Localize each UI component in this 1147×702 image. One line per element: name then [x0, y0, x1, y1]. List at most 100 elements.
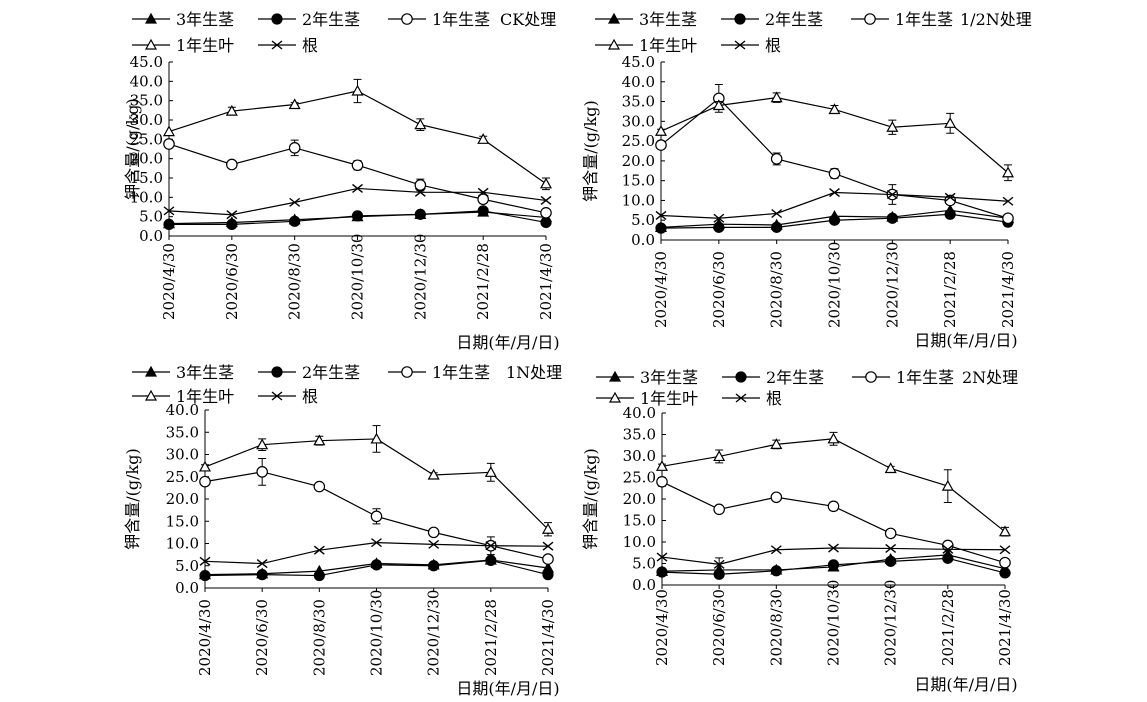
series-2: [656, 552, 1011, 580]
y-tick-label: 10.0: [166, 535, 199, 553]
y-tick-label: 20.0: [622, 152, 655, 170]
y-tick-label: 20.0: [166, 490, 199, 508]
legend-marker: [734, 40, 746, 50]
legend-marker: [608, 391, 622, 403]
data-point: [352, 183, 363, 193]
data-point: [427, 468, 440, 480]
data-point: [414, 208, 426, 220]
data-point: [944, 208, 956, 220]
data-point: [999, 556, 1011, 569]
data-point: [288, 142, 301, 154]
legend-marker: [607, 38, 621, 50]
data-point: [828, 103, 841, 115]
y-tick-label: 30.0: [166, 446, 199, 464]
data-point: [313, 434, 326, 446]
data-point: [655, 210, 667, 221]
legend-label: 2年生茎: [766, 368, 824, 387]
x-tick-label: 2020/10/30: [349, 234, 367, 320]
chart-panel-1n: 0.0 5.0 10.0 15.0 20.0 25.0 30.0 35.0 40.0 2020/4…: [123, 363, 562, 698]
series-line: [168, 143, 547, 214]
x-tick-label: 2020/12/30: [425, 590, 443, 676]
y-axis-title: 钾含量/(g/kg): [581, 100, 600, 201]
y-tick-label: 0.0: [632, 576, 656, 594]
data-point: [313, 545, 325, 555]
y-tick-label: 35.0: [623, 426, 656, 444]
series-4: [655, 431, 1012, 537]
data-point: [370, 432, 383, 444]
data-point: [998, 525, 1012, 537]
x-tick-label: 2020/12/30: [882, 580, 900, 666]
data-point: [884, 527, 897, 540]
chart-panel-half-n: 0.0 5.0 10.015.0 20.0 25.0 30.035.0 40.0 45.0 20…: [581, 10, 1032, 350]
data-point: [485, 554, 497, 567]
data-point: [654, 124, 668, 136]
x-tick-label: 2020/4/30: [160, 243, 178, 320]
data-point: [484, 466, 497, 477]
data-point: [655, 222, 667, 234]
data-point: [941, 479, 954, 491]
y-axis-title: 钾含量/(g/kg): [581, 448, 600, 549]
y-tick-label: 0.0: [139, 227, 163, 245]
legend-label: 1年生叶: [640, 389, 698, 408]
series-3: [163, 138, 552, 219]
legend-label: 1年生叶: [639, 36, 697, 55]
data-point: [414, 187, 426, 197]
legend-marker: [607, 12, 621, 24]
x-tick-label: 2020/10/30: [368, 590, 386, 676]
data-point: [163, 206, 175, 216]
data-point: [713, 213, 725, 223]
data-point: [886, 121, 899, 132]
y-tick-label: 25.0: [130, 130, 163, 148]
y-tick-label: 25.0: [623, 469, 656, 487]
data-point: [770, 491, 783, 504]
data-point: [542, 541, 554, 551]
data-point: [414, 118, 427, 130]
data-point: [163, 138, 175, 150]
x-tick-label: 2020/6/30: [253, 599, 271, 676]
legend: 3年生茎 2年生茎 1年生茎 1年生叶 根 1/2N处理: [595, 10, 1032, 55]
y-tick-label: 35.0: [130, 92, 163, 110]
x-tick-label: 2021/4/30: [539, 599, 557, 676]
legend-label: 根: [765, 36, 781, 55]
legend-marker: [144, 389, 158, 401]
data-point: [477, 133, 490, 144]
y-tick-label: 5.0: [175, 557, 199, 575]
legend-marker: [864, 13, 876, 25]
data-point: [313, 569, 325, 582]
data-point: [828, 214, 841, 226]
legend-label: 3年生茎: [640, 368, 698, 387]
legend-marker: [271, 40, 283, 50]
y-tick-label: 45.0: [622, 53, 655, 71]
data-point: [1002, 196, 1014, 206]
y-tick-label: 20.0: [623, 490, 656, 508]
x-tick-label: 2020/10/30: [826, 242, 844, 328]
y-tick-label: 30.0: [622, 112, 655, 130]
data-point: [256, 438, 269, 450]
data-point: [427, 526, 440, 539]
y-tick-label: 30.0: [130, 111, 163, 129]
x-tick-label: 2020/6/30: [710, 589, 728, 666]
data-point: [542, 569, 554, 581]
legend-label: 1年生茎: [432, 10, 490, 29]
legend-marker: [608, 370, 622, 382]
series-4: [654, 91, 1015, 182]
legend-label: 2年生茎: [765, 10, 823, 29]
data-point: [162, 125, 176, 137]
data-point: [540, 195, 552, 205]
legend-marker: [734, 13, 746, 25]
legend: 3年生茎 2年生茎 1年生茎 1年生叶 根 1N处理: [132, 363, 562, 406]
series-2: [655, 208, 1014, 234]
data-point: [712, 99, 725, 111]
data-point: [655, 139, 667, 151]
data-point: [256, 558, 268, 569]
data-point: [198, 460, 212, 472]
legend-label: 2年生茎: [302, 363, 360, 382]
y-tick-label: 40.0: [130, 72, 163, 90]
y-tick-label: 45.0: [130, 53, 163, 71]
panel-title: 1/2N处理: [960, 10, 1032, 29]
data-point: [770, 153, 783, 165]
data-point: [827, 559, 840, 571]
data-point: [771, 221, 783, 233]
y-tick-label: 40.0: [166, 401, 199, 419]
